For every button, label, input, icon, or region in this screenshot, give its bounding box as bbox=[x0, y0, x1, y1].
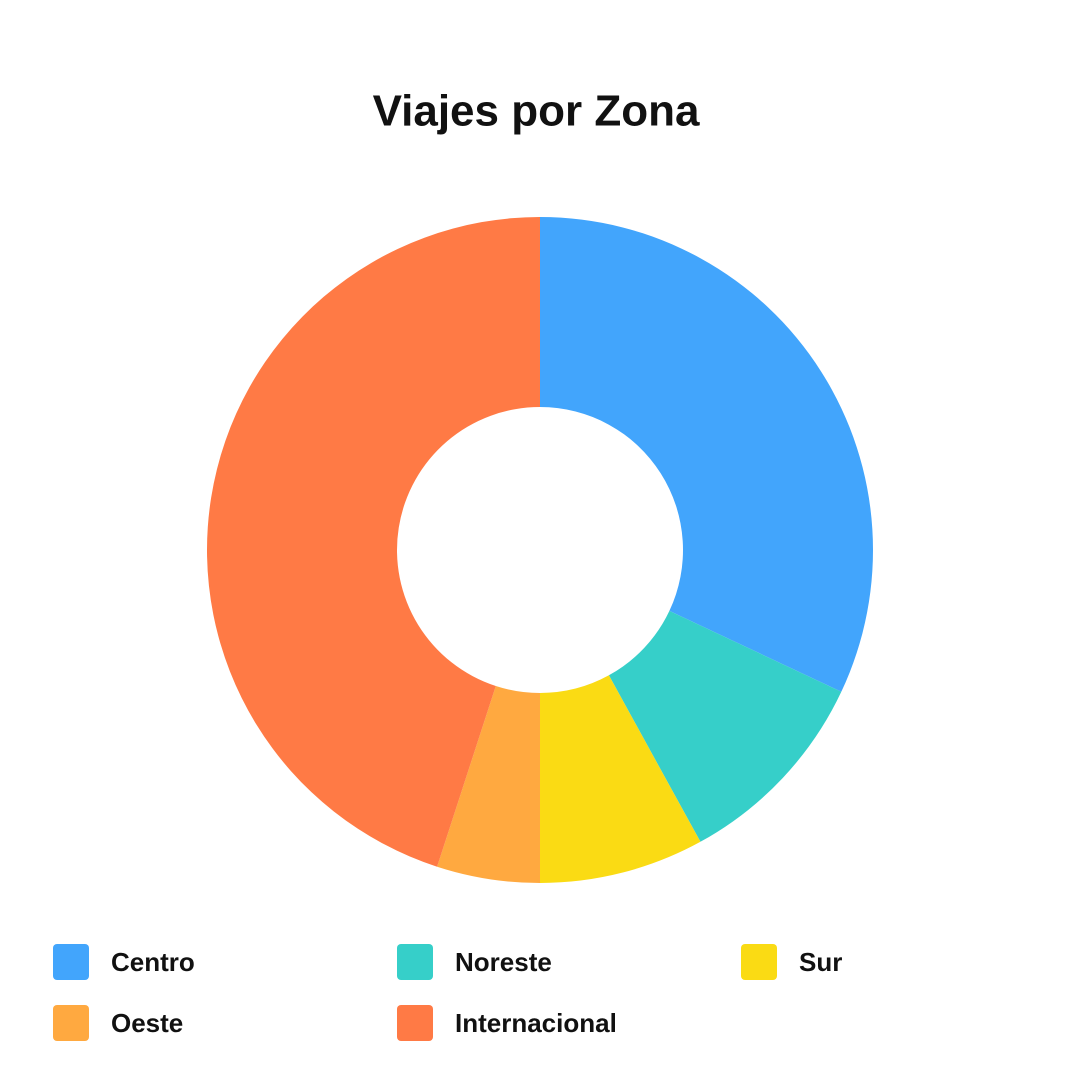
legend-swatch bbox=[53, 944, 89, 980]
donut-slice bbox=[540, 217, 873, 692]
donut-slice bbox=[206, 216, 541, 867]
legend-swatch bbox=[741, 944, 777, 980]
legend-label: Sur bbox=[799, 947, 842, 977]
legend-swatch bbox=[53, 1005, 89, 1041]
donut-slice bbox=[437, 686, 540, 883]
legend-label: Oeste bbox=[111, 1008, 183, 1038]
legend-swatch bbox=[397, 944, 433, 980]
legend-label: Internacional bbox=[455, 1008, 617, 1038]
legend-swatch bbox=[397, 1005, 433, 1041]
chart-title: Viajes por Zona bbox=[373, 87, 700, 136]
legend-label: Noreste bbox=[455, 947, 552, 977]
legend-label: Centro bbox=[111, 947, 195, 977]
donut-slice bbox=[608, 610, 842, 842]
donut-slice bbox=[540, 675, 701, 883]
